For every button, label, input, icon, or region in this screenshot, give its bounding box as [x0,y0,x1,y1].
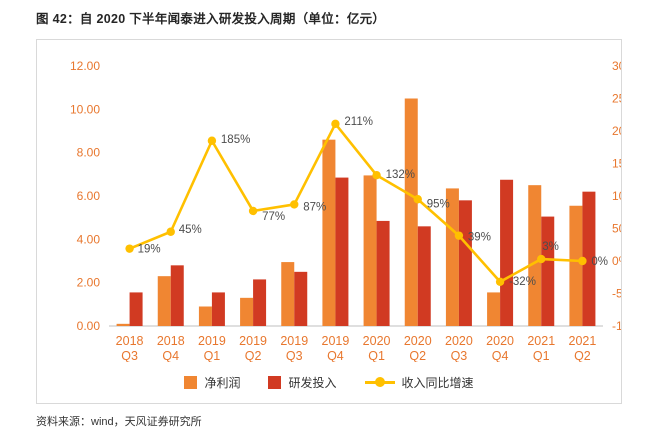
svg-text:10.00: 10.00 [70,102,100,116]
svg-text:2019: 2019 [198,334,226,348]
svg-text:Q4: Q4 [492,349,509,362]
svg-text:250%: 250% [612,92,621,106]
revenue-growth-line-swatch [364,377,395,387]
svg-text:6.00: 6.00 [77,189,101,203]
svg-text:211%: 211% [344,116,373,128]
svg-text:0%: 0% [612,254,621,268]
svg-text:Q2: Q2 [245,349,262,362]
svg-text:300%: 300% [612,59,621,73]
svg-text:50%: 50% [612,222,621,236]
legend-item-net-profit: 净利润 [184,374,240,391]
svg-text:Q1: Q1 [533,349,550,362]
revenue-growth-marker-icon [374,377,385,387]
svg-text:95%: 95% [427,198,450,210]
svg-text:87%: 87% [303,201,326,213]
svg-text:150%: 150% [612,157,621,171]
svg-text:Q1: Q1 [204,349,221,362]
svg-text:Q4: Q4 [327,349,344,362]
svg-text:0.00: 0.00 [77,319,101,333]
svg-text:Q3: Q3 [451,349,468,362]
svg-text:-50%: -50% [612,287,621,301]
report-figure: 图 42：自 2020 下半年闻泰进入研发投入周期（单位：亿元） 12.00 10… [36,8,647,429]
legend-label-revenue-growth: 收入同比增速 [401,375,474,390]
svg-text:3%: 3% [542,241,559,253]
svg-text:2.00: 2.00 [77,276,101,290]
svg-text:Q3: Q3 [121,349,138,362]
svg-text:2018: 2018 [116,334,144,348]
svg-text:2020: 2020 [486,334,514,348]
source-note: 资料来源：wind，天风证券研究所 [36,416,202,428]
svg-text:0%: 0% [591,256,608,268]
legend-item-revenue-growth: 收入同比增速 [364,374,474,391]
svg-text:2018: 2018 [157,334,185,348]
svg-text:-32%: -32% [509,276,536,288]
svg-text:200%: 200% [612,124,621,138]
svg-text:Q2: Q2 [574,349,591,362]
legend-label-net-profit: 净利润 [204,375,241,390]
figure-title: 图 42：自 2020 下半年闻泰进入研发投入周期（单位：亿元） [36,12,386,26]
svg-text:Q4: Q4 [162,349,179,362]
svg-text:Q2: Q2 [409,349,426,362]
chart-legend: 净利润 研发投入 收入同比增速 [37,369,621,395]
svg-text:2019: 2019 [280,334,308,348]
svg-text:2021: 2021 [569,334,597,348]
legend-item-rd-investment: 研发投入 [268,374,337,391]
legend-label-rd-investment: 研发投入 [288,375,337,390]
svg-text:2019: 2019 [322,334,350,348]
svg-text:19%: 19% [138,244,161,256]
svg-text:39%: 39% [468,232,491,244]
combo-chart: 12.00 10.00 8.00 6.00 4.00 2.00 0.00 300% 250% 20… [70,59,647,363]
net-profit-swatch [184,375,198,389]
svg-text:4.00: 4.00 [77,232,101,246]
svg-text:Q3: Q3 [286,349,303,362]
svg-text:8.00: 8.00 [77,146,101,160]
svg-text:77%: 77% [262,211,285,223]
svg-text:2020: 2020 [363,334,391,348]
svg-text:2019: 2019 [239,334,267,348]
svg-text:12.00: 12.00 [70,59,100,73]
chart-container: 12.00 10.00 8.00 6.00 4.00 2.00 0.00 300% 250% 20… [36,39,647,404]
rd-investment-swatch [268,375,282,389]
svg-text:Q1: Q1 [368,349,385,362]
svg-text:2020: 2020 [445,334,473,348]
svg-text:185%: 185% [221,134,250,146]
svg-text:45%: 45% [179,224,202,236]
svg-text:2021: 2021 [527,334,555,348]
svg-text:-100%: -100% [612,319,621,333]
svg-text:2020: 2020 [404,334,432,348]
svg-text:100%: 100% [612,189,621,203]
svg-text:132%: 132% [386,169,415,181]
